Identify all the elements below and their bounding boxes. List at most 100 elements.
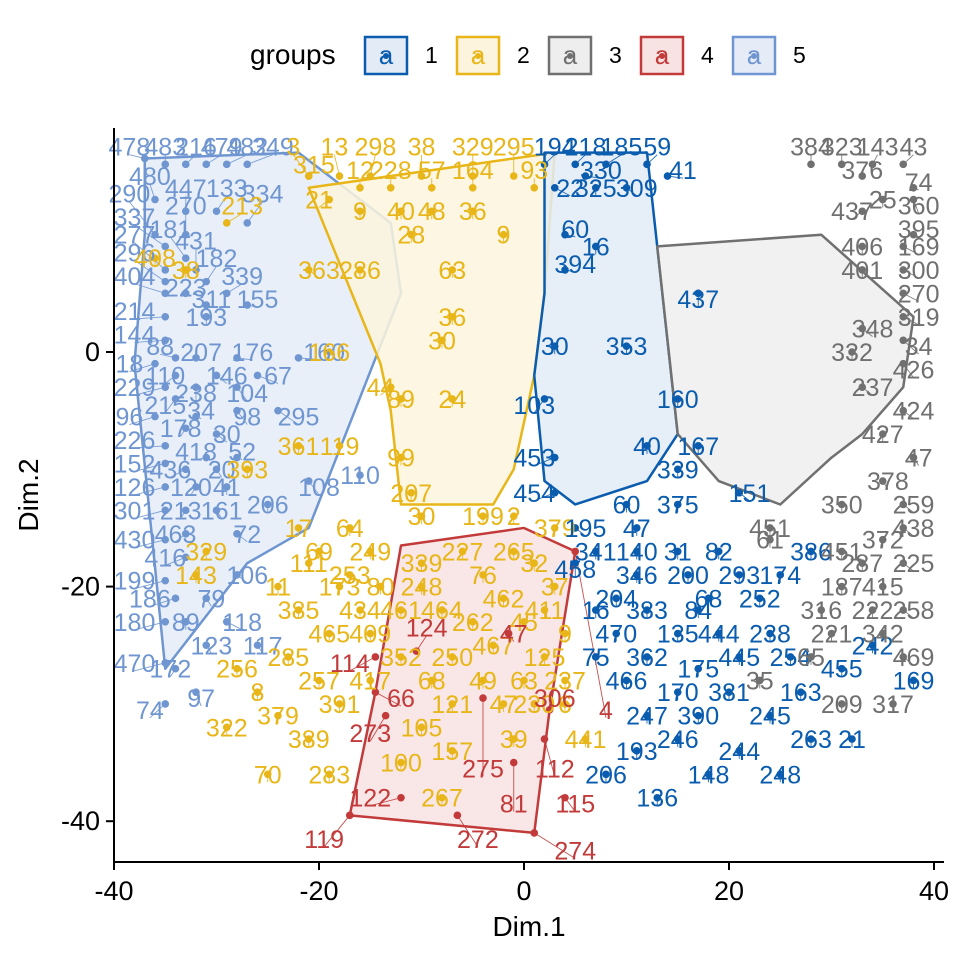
- data-point: [274, 582, 282, 591]
- point-label: 287: [841, 550, 883, 578]
- data-point: [161, 459, 170, 468]
- point-label: 222: [852, 597, 894, 625]
- point-label: 57: [418, 157, 446, 185]
- point-label: 67: [264, 362, 292, 390]
- point-label: 34: [905, 333, 933, 361]
- x-axis-title: Dim.1: [492, 911, 565, 942]
- point-label: 38: [172, 257, 200, 285]
- data-point: [540, 735, 549, 743]
- data-point: [356, 266, 364, 274]
- point-label: 213: [221, 192, 263, 220]
- legend-title: groups: [250, 39, 336, 70]
- point-label: 263: [790, 726, 832, 754]
- point-label: 228: [370, 157, 412, 185]
- label-segment: [134, 316, 166, 320]
- data-point: [704, 594, 713, 603]
- point-label: 394: [554, 251, 596, 279]
- data-point: [878, 477, 887, 485]
- data-point: [151, 254, 159, 262]
- point-label: 226: [114, 427, 156, 455]
- point-label: 12: [346, 157, 374, 185]
- x-tick-label: 20: [714, 876, 744, 906]
- point-label: 63: [438, 257, 466, 285]
- data-point: [858, 383, 867, 391]
- data-point: [381, 711, 390, 720]
- data-point: [335, 700, 344, 708]
- data-point: [858, 207, 867, 216]
- point-label: 47: [500, 621, 528, 649]
- cluster-hull-4: [348, 526, 577, 835]
- point-label: 378: [867, 468, 909, 496]
- point-label: 247: [626, 703, 668, 731]
- data-point: [673, 735, 682, 743]
- data-point: [274, 406, 282, 415]
- point-label: 238: [175, 380, 217, 408]
- point-label: 74: [136, 697, 164, 725]
- data-point: [479, 571, 487, 579]
- data-point: [868, 606, 877, 614]
- data-point: [202, 160, 211, 169]
- data-point: [663, 172, 672, 180]
- point-label: 195: [565, 515, 607, 543]
- data-point: [438, 606, 446, 614]
- point-label: 193: [185, 304, 227, 332]
- data-point: [335, 442, 344, 450]
- data-point: [632, 524, 641, 532]
- data-point: [233, 383, 241, 391]
- data-point: [181, 289, 190, 298]
- point-label: 21: [305, 187, 333, 215]
- data-point: [366, 676, 375, 685]
- point-label: 451: [821, 538, 863, 566]
- data-point: [233, 453, 241, 462]
- point-label: 454: [513, 480, 555, 508]
- point-label: 13: [320, 134, 348, 162]
- point-label: 274: [554, 838, 596, 866]
- point-label: 375: [657, 491, 699, 519]
- data-point: [294, 524, 303, 532]
- data-point: [509, 758, 518, 767]
- point-label: 301: [114, 497, 156, 525]
- point-label: 8: [251, 679, 265, 707]
- label-segment: [129, 201, 156, 235]
- data-point: [161, 659, 170, 667]
- data-point: [858, 324, 867, 333]
- data-point: [612, 594, 621, 603]
- point-label: 237: [544, 667, 586, 695]
- data-point: [161, 313, 170, 321]
- point-label: 82: [705, 538, 733, 566]
- point-label: 309: [616, 175, 658, 203]
- data-point: [725, 688, 733, 696]
- data-point: [181, 160, 190, 169]
- data-point: [848, 348, 856, 356]
- point-label: 391: [319, 691, 361, 719]
- data-point: [192, 412, 200, 421]
- point-label: 182: [196, 245, 238, 273]
- label-segment: [544, 738, 556, 777]
- point-label: 434: [339, 597, 381, 625]
- point-label: 339: [401, 550, 443, 578]
- point-label: 30: [408, 503, 436, 531]
- point-label: 110: [145, 362, 185, 390]
- point-label: 424: [893, 398, 935, 426]
- data-point: [140, 154, 149, 163]
- point-label: 114: [330, 650, 370, 678]
- point-label: 315: [293, 151, 335, 179]
- data-point: [325, 629, 334, 638]
- point-label: 64: [336, 515, 364, 543]
- point-label: 215: [144, 392, 186, 420]
- data-point: [530, 559, 539, 567]
- point-label: 404: [114, 263, 156, 291]
- data-point: [427, 183, 436, 192]
- point-label: 30: [541, 333, 569, 361]
- label-segment: [134, 242, 166, 271]
- point-label: 175: [677, 656, 719, 684]
- point-label: 361: [278, 433, 320, 461]
- point-label: 199: [114, 568, 156, 596]
- label-segment: [129, 363, 156, 373]
- point-label: 270: [165, 192, 207, 220]
- data-point: [858, 242, 867, 251]
- data-point: [899, 359, 908, 368]
- label-segment: [247, 154, 274, 165]
- point-label: 160: [303, 339, 345, 367]
